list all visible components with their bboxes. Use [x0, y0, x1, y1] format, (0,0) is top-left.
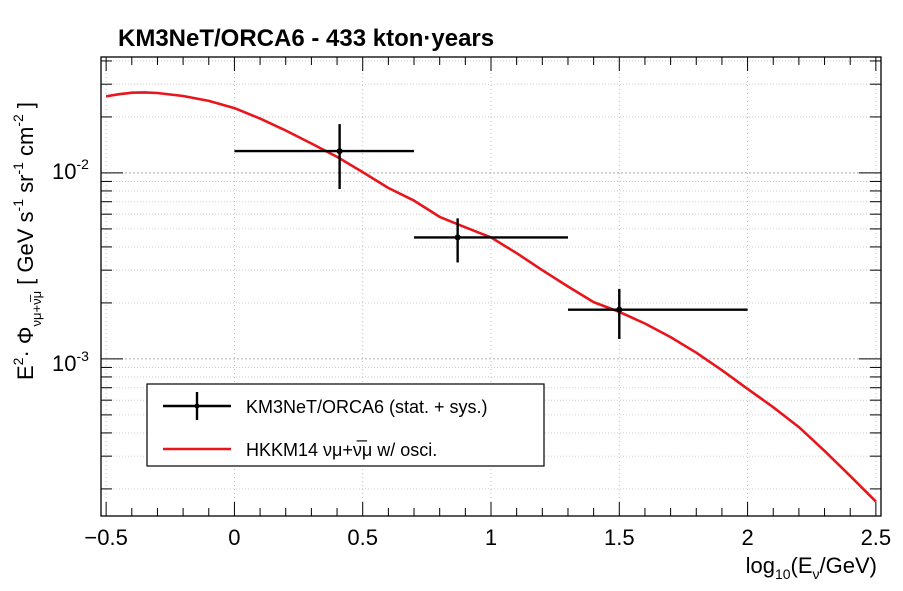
legend-label-model: HKKM14 νμ+ν̅μ w/ osci.: [246, 440, 437, 460]
x-axis-label: log10(Eν/GeV): [746, 553, 877, 582]
x-tick-label: 2.5: [861, 525, 892, 550]
legend: KM3NeT/ORCA6 (stat. + sys.) HKKM14 νμ+ν̅…: [146, 383, 545, 467]
x-tick-label: 1: [485, 525, 497, 550]
y-tick-labels: 10-2 10-3: [52, 156, 89, 376]
legend-box: [146, 383, 545, 467]
axis-ticks: [101, 57, 881, 516]
legend-label-data: KM3NeT/ORCA6 (stat. + sys.): [246, 397, 488, 417]
data-point-1: [454, 234, 461, 241]
x-tick-label: 0: [228, 525, 240, 550]
x-tick-label: 2: [741, 525, 753, 550]
data-point-2: [616, 306, 623, 313]
data-series: [105, 91, 877, 503]
x-tick-label: 0.5: [347, 525, 378, 550]
legend-marker-data-point: [194, 403, 200, 409]
y-tick-label-1e-3: 10-3: [52, 348, 89, 376]
y-axis-label: E2· Φνμ+ν̅μ [ GeV s-1 sr-1 cm-2 ]: [10, 102, 44, 380]
y-tick-label-1e-2: 10-2: [52, 156, 89, 184]
model-curve-hkkm14: [105, 91, 877, 503]
x-tick-label: 1.5: [604, 525, 635, 550]
x-tick-labels: −0.5 0 0.5 1 1.5 2 2.5: [84, 525, 891, 550]
x-tick-label: −0.5: [84, 525, 127, 550]
data-point-0: [336, 148, 343, 155]
chart-title: KM3NeT/ORCA6 - 433 kton·years: [118, 25, 494, 52]
